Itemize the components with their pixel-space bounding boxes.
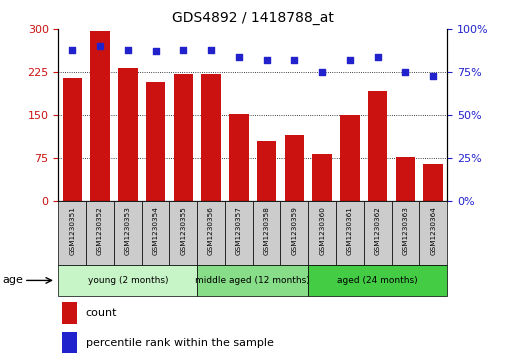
Bar [170, 201, 197, 265]
Text: GSM1230356: GSM1230356 [208, 206, 214, 255]
Point [263, 57, 271, 63]
Point [179, 47, 187, 53]
Text: GSM1230362: GSM1230362 [374, 206, 380, 255]
Bar [118, 68, 138, 201]
Bar [225, 201, 253, 265]
Text: GSM1230363: GSM1230363 [402, 206, 408, 255]
Text: GSM1230352: GSM1230352 [97, 206, 103, 255]
Bar [392, 201, 419, 265]
Bar [340, 115, 360, 201]
Bar [58, 201, 86, 265]
Bar [280, 201, 308, 265]
Text: middle aged (12 months): middle aged (12 months) [196, 276, 310, 285]
Bar [62, 78, 82, 201]
Point [151, 49, 160, 54]
Point [401, 69, 409, 75]
Bar [336, 201, 364, 265]
Point [290, 57, 298, 63]
Bar [424, 164, 443, 201]
Title: GDS4892 / 1418788_at: GDS4892 / 1418788_at [172, 11, 334, 25]
Bar [197, 265, 308, 296]
Bar [114, 201, 142, 265]
Bar [253, 201, 280, 265]
Bar [308, 265, 447, 296]
Bar [146, 82, 165, 201]
Point [235, 54, 243, 60]
Bar [419, 201, 447, 265]
Text: GSM1230364: GSM1230364 [430, 206, 436, 255]
Bar [90, 31, 110, 201]
Bar [201, 74, 221, 201]
Bar [174, 74, 193, 201]
Bar [142, 201, 170, 265]
Text: GSM1230358: GSM1230358 [264, 206, 270, 255]
Point [207, 47, 215, 53]
Text: GSM1230359: GSM1230359 [292, 206, 297, 255]
Text: young (2 months): young (2 months) [87, 276, 168, 285]
Text: aged (24 months): aged (24 months) [337, 276, 418, 285]
Point [429, 73, 437, 78]
Text: percentile rank within the sample: percentile rank within the sample [86, 338, 273, 348]
Text: GSM1230355: GSM1230355 [180, 206, 186, 255]
Bar [257, 141, 276, 201]
Bar [364, 201, 392, 265]
Text: GSM1230360: GSM1230360 [319, 206, 325, 255]
Text: GSM1230357: GSM1230357 [236, 206, 242, 255]
Bar [58, 265, 197, 296]
Point [68, 47, 76, 53]
Point [124, 47, 132, 53]
Bar [62, 332, 77, 353]
Bar [62, 302, 77, 323]
Bar [368, 91, 388, 201]
Bar [312, 154, 332, 201]
Point [318, 69, 326, 75]
Text: count: count [86, 308, 117, 318]
Text: age: age [3, 276, 23, 285]
Bar [308, 201, 336, 265]
Bar [86, 201, 114, 265]
Text: GSM1230354: GSM1230354 [152, 206, 158, 255]
Bar [229, 114, 248, 201]
Bar [197, 201, 225, 265]
Bar [284, 135, 304, 201]
Point [96, 44, 104, 49]
Bar [396, 157, 415, 201]
Point [346, 57, 354, 63]
Point [373, 54, 382, 60]
Text: GSM1230351: GSM1230351 [69, 206, 75, 255]
Text: GSM1230361: GSM1230361 [347, 206, 353, 255]
Text: GSM1230353: GSM1230353 [125, 206, 131, 255]
